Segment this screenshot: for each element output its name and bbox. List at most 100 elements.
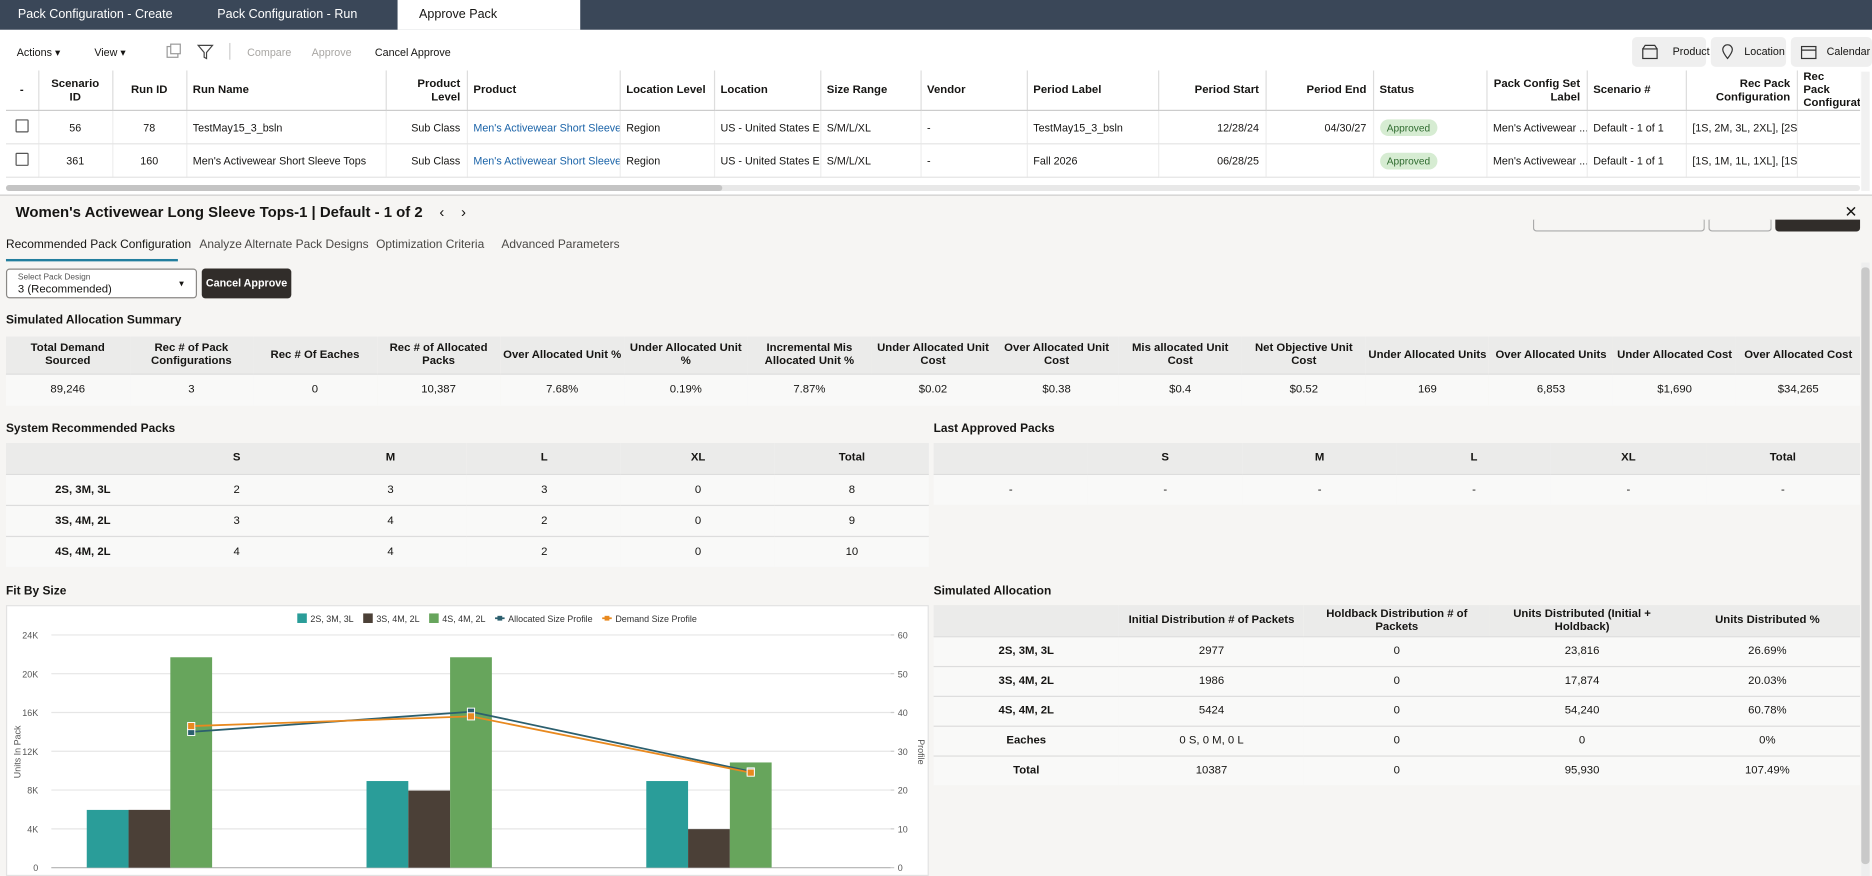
- cell-text: 78: [143, 121, 156, 134]
- y2-axis-title: Profile: [916, 739, 926, 764]
- cell: 0: [1304, 635, 1490, 666]
- location-button[interactable]: Location: [1710, 36, 1787, 67]
- section-title: Simulated Allocation Summary: [5, 313, 182, 328]
- grid-row[interactable]: 361 160 Men's Activewear Short Sleeve Tops…: [5, 143, 1861, 178]
- header-cell: Under Allocated Unit %: [623, 336, 748, 374]
- menu-button[interactable]: View ▾: [94, 46, 126, 59]
- checkbox[interactable]: [15, 119, 29, 133]
- legend-swatch: [604, 615, 610, 621]
- column-header[interactable]: Pack Config Set Label: [1486, 70, 1588, 111]
- cell: Men's Activewear ...: [1486, 110, 1588, 145]
- header-cell: Net Objective Unit Cost: [1242, 336, 1366, 374]
- column-header[interactable]: Run Name: [186, 70, 387, 111]
- button[interactable]: Compare: [247, 46, 292, 59]
- export-icon[interactable]: [165, 43, 182, 60]
- cell: 361: [38, 143, 113, 178]
- header-cell: S: [1088, 442, 1243, 474]
- subtab[interactable]: Optimization Criteria: [376, 238, 485, 252]
- cell: 10: [774, 535, 929, 567]
- button[interactable]: [1708, 219, 1772, 232]
- calendar-button[interactable]: Calendar: [1790, 36, 1872, 67]
- y-tick-label: 4K: [27, 824, 38, 834]
- panel-title: Women's Activewear Long Sleeve Tops-1 | …: [15, 204, 466, 221]
- cell: $0.52: [1242, 372, 1366, 406]
- subtab[interactable]: Analyze Alternate Pack Designs: [199, 238, 369, 252]
- link[interactable]: Men's Activewear Short Sleeve Top: [473, 121, 620, 134]
- label[interactable]: Product: [1672, 45, 1710, 58]
- column-header[interactable]: Status: [1372, 70, 1487, 111]
- menu-button[interactable]: Actions ▾: [16, 46, 61, 59]
- header-cell: Over Allocated Cost: [1736, 336, 1861, 374]
- column-header[interactable]: -: [5, 70, 39, 111]
- tab[interactable]: Pack Configuration - Create Run ✕: [6, 0, 195, 51]
- cell: [1265, 143, 1374, 178]
- select-value[interactable]: 3 (Recommended): [17, 282, 112, 296]
- header-cell: M: [313, 442, 468, 474]
- link[interactable]: Men's Activewear Short Sleeve Top: [473, 154, 620, 167]
- column-header[interactable]: Scenario #: [1586, 70, 1687, 111]
- cell: Eaches: [933, 725, 1119, 756]
- grid-row[interactable]: 56 78 TestMay15_3_bsln Sub Class Men's Activ…: [5, 110, 1861, 145]
- header-cell: Under Allocated Unit Cost: [871, 336, 995, 374]
- tab[interactable]: Pack Configuration - Run Queue: [217, 7, 358, 51]
- column-header[interactable]: Rec Pack Configuration: [1796, 70, 1861, 111]
- cell: Approved: [1372, 110, 1487, 145]
- table-row: ------: [933, 473, 1861, 505]
- cell: $34,265: [1736, 372, 1861, 406]
- column-header[interactable]: Product Level: [385, 70, 468, 111]
- label[interactable]: Location: [1744, 45, 1785, 58]
- cell: 0: [621, 535, 775, 567]
- legend-swatch: [429, 613, 439, 623]
- cell-text: 12/28/24: [1217, 121, 1259, 134]
- column-header[interactable]: Run ID: [112, 70, 187, 111]
- checkbox[interactable]: [15, 152, 29, 166]
- cell: 20.03%: [1674, 665, 1861, 696]
- column-header[interactable]: Location: [713, 70, 821, 111]
- button[interactable]: Approve: [311, 46, 352, 59]
- product-button[interactable]: Product: [1632, 36, 1710, 67]
- cell-text: TestMay15_3_bsln: [1033, 121, 1123, 134]
- select-label: Select Pack Design: [17, 273, 91, 282]
- scrollbar[interactable]: [1861, 262, 1870, 876]
- scrollbar[interactable]: [1861, 71, 1870, 191]
- status-badge: Approved: [1379, 152, 1438, 169]
- column-header[interactable]: Vendor: [920, 70, 1028, 111]
- column-header[interactable]: Location Level: [619, 70, 715, 111]
- cell-text: US - United States E...: [720, 121, 821, 134]
- tab-bar: Pack Configuration - Create Run ✕ Pack C…: [0, 0, 1872, 51]
- button[interactable]: [1532, 219, 1705, 232]
- cell: -: [1088, 473, 1243, 505]
- filter-icon[interactable]: [196, 43, 214, 60]
- cell: 10,387: [376, 372, 501, 406]
- subtab[interactable]: Recommended Pack Configuration: [5, 238, 192, 252]
- cell: 54,240: [1489, 695, 1675, 726]
- column-header[interactable]: Period End: [1265, 70, 1374, 111]
- cell: $0.02: [871, 372, 995, 406]
- tab[interactable]: Approve Pack Configuration: [397, 0, 581, 51]
- cell-text: 56: [69, 121, 82, 134]
- label[interactable]: Actions: [16, 46, 52, 59]
- scrollbar[interactable]: [5, 184, 1861, 191]
- column-header[interactable]: Rec Pack Configuration: [1685, 70, 1798, 111]
- column-header[interactable]: Scenario ID: [38, 70, 113, 111]
- column-header[interactable]: Period Label: [1026, 70, 1159, 111]
- cell-text: -: [927, 154, 931, 167]
- y-tick-label: 16K: [22, 708, 38, 718]
- button[interactable]: [1775, 219, 1861, 232]
- column-header[interactable]: Size Range: [820, 70, 922, 111]
- button[interactable]: Cancel Approve: [374, 46, 451, 59]
- label[interactable]: View: [94, 46, 118, 59]
- header-row: S M L XL Total: [5, 442, 929, 474]
- cancel-approve-button[interactable]: Cancel Approve: [201, 268, 292, 299]
- subtab[interactable]: Advanced Parameters: [501, 238, 620, 252]
- column-header[interactable]: Period Start: [1158, 70, 1267, 111]
- select[interactable]: Select Pack Design 3 (Recommended) ▾: [5, 268, 197, 299]
- cell: -: [933, 473, 1089, 505]
- cell-text: 160: [140, 154, 159, 167]
- close-button[interactable]: ✕: [1844, 202, 1858, 221]
- label[interactable]: Calendar: [1826, 45, 1871, 58]
- header-cell: [5, 442, 160, 474]
- column-header[interactable]: Product: [466, 70, 621, 111]
- cell-text: Default - 1 of 1: [1593, 121, 1664, 134]
